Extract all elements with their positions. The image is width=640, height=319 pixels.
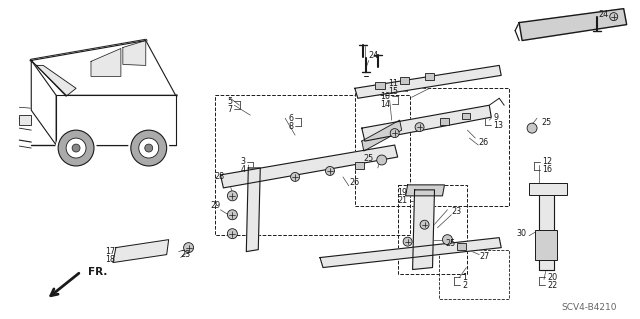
Text: 23: 23 (180, 250, 191, 259)
Text: 1: 1 (462, 273, 467, 282)
Text: 13: 13 (493, 121, 503, 130)
Circle shape (403, 237, 412, 246)
Text: 21: 21 (397, 196, 408, 205)
Circle shape (131, 130, 166, 166)
Bar (375, 82, 385, 89)
Text: 5: 5 (227, 97, 232, 106)
Circle shape (390, 129, 399, 137)
Text: 28: 28 (214, 173, 225, 182)
Polygon shape (406, 185, 444, 196)
Polygon shape (413, 190, 435, 270)
Circle shape (139, 138, 159, 158)
Polygon shape (220, 145, 397, 188)
Text: 7: 7 (227, 105, 232, 114)
Polygon shape (362, 120, 402, 151)
Circle shape (72, 144, 80, 152)
Circle shape (420, 220, 429, 229)
Text: 19: 19 (397, 188, 408, 197)
Polygon shape (519, 9, 627, 41)
Bar (355, 162, 364, 169)
Polygon shape (56, 95, 175, 145)
Text: 12: 12 (542, 158, 552, 167)
Circle shape (227, 210, 237, 220)
Polygon shape (246, 168, 260, 252)
Bar (529, 183, 567, 195)
Text: 26: 26 (350, 178, 360, 187)
Text: 2: 2 (462, 281, 467, 290)
Bar (535, 230, 557, 260)
Bar (397, 185, 467, 274)
Bar (462, 113, 470, 119)
Circle shape (442, 235, 452, 245)
Circle shape (227, 191, 237, 201)
Circle shape (527, 123, 537, 133)
Text: 20: 20 (547, 273, 557, 282)
Text: 18: 18 (105, 255, 115, 264)
Text: 6: 6 (288, 114, 293, 123)
Polygon shape (36, 65, 76, 96)
Polygon shape (320, 238, 501, 268)
Text: 3: 3 (241, 158, 245, 167)
Circle shape (184, 243, 193, 253)
Text: 26: 26 (478, 137, 488, 146)
Text: 4: 4 (241, 166, 245, 174)
Text: 16: 16 (542, 166, 552, 174)
Polygon shape (355, 65, 501, 98)
Text: 30: 30 (516, 229, 526, 238)
Bar (400, 77, 409, 84)
Text: 22: 22 (547, 281, 557, 290)
Text: SCV4-B4210: SCV4-B4210 (561, 303, 616, 312)
Bar (19, 115, 31, 125)
Text: 29: 29 (210, 201, 220, 210)
Polygon shape (129, 128, 169, 148)
Bar (440, 118, 449, 125)
Bar (355, 88, 509, 206)
Text: 23: 23 (451, 207, 461, 216)
Text: 27: 27 (479, 252, 490, 261)
Circle shape (377, 155, 387, 165)
Text: 15: 15 (388, 87, 399, 96)
Polygon shape (123, 41, 146, 65)
Text: 11: 11 (388, 79, 399, 88)
Polygon shape (31, 60, 56, 145)
Circle shape (291, 173, 300, 182)
Text: 25: 25 (364, 153, 374, 162)
Circle shape (145, 144, 153, 152)
Polygon shape (56, 128, 96, 148)
Text: 14: 14 (380, 100, 390, 109)
Circle shape (58, 130, 94, 166)
Text: 17: 17 (105, 247, 115, 256)
Circle shape (326, 167, 335, 175)
Bar (425, 73, 434, 80)
Polygon shape (113, 240, 169, 263)
Text: 8: 8 (288, 122, 293, 131)
Text: 9: 9 (493, 113, 499, 122)
Polygon shape (362, 105, 492, 141)
Bar (457, 243, 466, 250)
Circle shape (415, 123, 424, 132)
Text: 24: 24 (599, 10, 609, 19)
Circle shape (227, 229, 237, 239)
Circle shape (66, 138, 86, 158)
Polygon shape (539, 190, 554, 270)
Text: 24: 24 (369, 51, 379, 60)
Bar (216, 95, 410, 235)
Text: FR.: FR. (88, 266, 108, 277)
Bar (440, 249, 509, 300)
Text: 25: 25 (541, 118, 551, 127)
Polygon shape (91, 48, 121, 76)
Polygon shape (31, 41, 175, 95)
Circle shape (610, 13, 618, 21)
Text: 25: 25 (445, 239, 456, 248)
Text: 10: 10 (380, 92, 390, 101)
